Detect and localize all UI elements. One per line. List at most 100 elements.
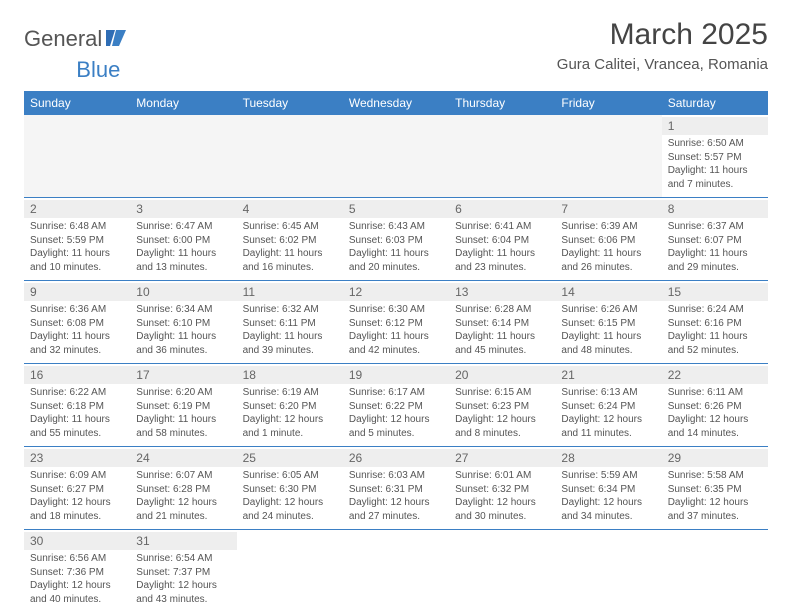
calendar-day-cell: 28 Sunrise: 5:59 AMSunset: 6:34 PMDayligh… [555, 447, 661, 530]
calendar-body: 1 Sunrise: 6:50 AMSunset: 5:57 PMDaylight… [24, 115, 768, 612]
day-info: Sunrise: 6:32 AMSunset: 6:11 PMDaylight:… [243, 303, 337, 357]
day-number: 4 [237, 200, 343, 218]
day-number: 27 [449, 449, 555, 467]
day-number: 9 [24, 283, 130, 301]
calendar-day-cell: 26 Sunrise: 6:03 AMSunset: 6:31 PMDayligh… [343, 447, 449, 530]
day-info: Sunrise: 6:17 AMSunset: 6:22 PMDaylight:… [349, 386, 443, 440]
day-info: Sunrise: 6:34 AMSunset: 6:10 PMDaylight:… [136, 303, 230, 357]
day-info: Sunrise: 6:43 AMSunset: 6:03 PMDaylight:… [349, 220, 443, 274]
calendar-empty-cell [237, 115, 343, 198]
weekday-header: Thursday [449, 91, 555, 115]
day-info: Sunrise: 6:37 AMSunset: 6:07 PMDaylight:… [668, 220, 762, 274]
calendar-day-cell: 16Sunrise: 6:22 AMSunset: 6:18 PMDayligh… [24, 364, 130, 447]
day-number: 8 [662, 200, 768, 218]
day-number: 20 [449, 366, 555, 384]
weekday-header: Tuesday [237, 91, 343, 115]
day-number: 26 [343, 449, 449, 467]
calendar-day-cell: 3 Sunrise: 6:47 AMSunset: 6:00 PMDaylight… [130, 198, 236, 281]
day-info: Sunrise: 6:19 AMSunset: 6:20 PMDaylight:… [243, 386, 337, 440]
day-info: Sunrise: 6:24 AMSunset: 6:16 PMDaylight:… [668, 303, 762, 357]
day-info: Sunrise: 6:20 AMSunset: 6:19 PMDaylight:… [136, 386, 230, 440]
day-number: 5 [343, 200, 449, 218]
title-block: March 2025 Gura Calitei, Vrancea, Romani… [557, 18, 768, 73]
calendar-empty-cell [662, 530, 768, 612]
calendar-day-cell: 31Sunrise: 6:54 AMSunset: 7:37 PMDayligh… [130, 530, 236, 612]
calendar-day-cell: 10 Sunrise: 6:34 AMSunset: 6:10 PMDayligh… [130, 281, 236, 364]
day-number: 1 [662, 117, 768, 135]
location: Gura Calitei, Vrancea, Romania [557, 56, 768, 73]
calendar-day-cell: 8 Sunrise: 6:37 AMSunset: 6:07 PMDaylight… [662, 198, 768, 281]
calendar-day-cell: 7Sunrise: 6:39 AMSunset: 6:06 PMDaylight… [555, 198, 661, 281]
day-info: Sunrise: 6:56 AMSunset: 7:36 PMDaylight:… [30, 552, 124, 606]
weekday-header: Friday [555, 91, 661, 115]
day-number: 21 [555, 366, 661, 384]
brand-part2: Blue [76, 57, 120, 83]
day-number: 15 [662, 283, 768, 301]
day-number: 22 [662, 366, 768, 384]
calendar-empty-cell [343, 115, 449, 198]
day-number: 7 [555, 200, 661, 218]
day-number: 17 [130, 366, 236, 384]
calendar-day-cell: 22Sunrise: 6:11 AMSunset: 6:26 PMDayligh… [662, 364, 768, 447]
calendar-empty-cell [449, 115, 555, 198]
calendar-day-cell: 4Sunrise: 6:45 AMSunset: 6:02 PMDaylight… [237, 198, 343, 281]
day-info: Sunrise: 6:47 AMSunset: 6:00 PMDaylight:… [136, 220, 230, 274]
calendar-day-cell: 29 Sunrise: 5:58 AMSunset: 6:35 PMDayligh… [662, 447, 768, 530]
day-info: Sunrise: 6:09 AMSunset: 6:27 PMDaylight:… [30, 469, 124, 523]
day-number: 13 [449, 283, 555, 301]
calendar-week-row: 16Sunrise: 6:22 AMSunset: 6:18 PMDayligh… [24, 364, 768, 447]
calendar-week-row: 1 Sunrise: 6:50 AMSunset: 5:57 PMDaylight… [24, 115, 768, 198]
calendar-day-cell: 30 Sunrise: 6:56 AMSunset: 7:36 PMDayligh… [24, 530, 130, 612]
day-info: Sunrise: 6:07 AMSunset: 6:28 PMDaylight:… [136, 469, 230, 523]
day-number: 30 [24, 532, 130, 550]
calendar-day-cell: 18Sunrise: 6:19 AMSunset: 6:20 PMDayligh… [237, 364, 343, 447]
day-info: Sunrise: 6:01 AMSunset: 6:32 PMDaylight:… [455, 469, 549, 523]
calendar-day-cell: 9Sunrise: 6:36 AMSunset: 6:08 PMDaylight… [24, 281, 130, 364]
day-info: Sunrise: 6:48 AMSunset: 5:59 PMDaylight:… [30, 220, 124, 274]
day-number: 3 [130, 200, 236, 218]
day-number: 19 [343, 366, 449, 384]
calendar-day-cell: 1 Sunrise: 6:50 AMSunset: 5:57 PMDaylight… [662, 115, 768, 198]
day-number: 10 [130, 283, 236, 301]
flag-icon [106, 28, 128, 49]
day-number: 31 [130, 532, 236, 550]
calendar-day-cell: 13 Sunrise: 6:28 AMSunset: 6:14 PMDayligh… [449, 281, 555, 364]
day-info: Sunrise: 5:58 AMSunset: 6:35 PMDaylight:… [668, 469, 762, 523]
day-info: Sunrise: 6:28 AMSunset: 6:14 PMDaylight:… [455, 303, 549, 357]
calendar-empty-cell [237, 530, 343, 612]
calendar-day-cell: 23 Sunrise: 6:09 AMSunset: 6:27 PMDayligh… [24, 447, 130, 530]
brand-logo: General [24, 26, 130, 52]
day-number: 28 [555, 449, 661, 467]
day-number: 14 [555, 283, 661, 301]
calendar-day-cell: 27 Sunrise: 6:01 AMSunset: 6:32 PMDayligh… [449, 447, 555, 530]
weekday-header: Wednesday [343, 91, 449, 115]
calendar-day-cell: 12Sunrise: 6:30 AMSunset: 6:12 PMDayligh… [343, 281, 449, 364]
day-number: 16 [24, 366, 130, 384]
calendar-empty-cell [343, 530, 449, 612]
day-info: Sunrise: 6:50 AMSunset: 5:57 PMDaylight:… [668, 137, 762, 191]
day-info: Sunrise: 6:30 AMSunset: 6:12 PMDaylight:… [349, 303, 443, 357]
day-info: Sunrise: 6:13 AMSunset: 6:24 PMDaylight:… [561, 386, 655, 440]
calendar-day-cell: 14Sunrise: 6:26 AMSunset: 6:15 PMDayligh… [555, 281, 661, 364]
calendar-week-row: 9Sunrise: 6:36 AMSunset: 6:08 PMDaylight… [24, 281, 768, 364]
day-number: 23 [24, 449, 130, 467]
calendar-day-cell: 19 Sunrise: 6:17 AMSunset: 6:22 PMDayligh… [343, 364, 449, 447]
calendar-empty-cell [449, 530, 555, 612]
calendar-day-cell: 11 Sunrise: 6:32 AMSunset: 6:11 PMDayligh… [237, 281, 343, 364]
weekday-header: Saturday [662, 91, 768, 115]
day-number: 24 [130, 449, 236, 467]
calendar-empty-cell [555, 530, 661, 612]
day-info: Sunrise: 5:59 AMSunset: 6:34 PMDaylight:… [561, 469, 655, 523]
day-info: Sunrise: 6:03 AMSunset: 6:31 PMDaylight:… [349, 469, 443, 523]
calendar-week-row: 23 Sunrise: 6:09 AMSunset: 6:27 PMDayligh… [24, 447, 768, 530]
calendar-day-cell: 5 Sunrise: 6:43 AMSunset: 6:03 PMDaylight… [343, 198, 449, 281]
brand-part1: General [24, 26, 102, 52]
day-number: 11 [237, 283, 343, 301]
day-number: 29 [662, 449, 768, 467]
day-number: 6 [449, 200, 555, 218]
weekday-header: Monday [130, 91, 236, 115]
calendar-day-cell: 17 Sunrise: 6:20 AMSunset: 6:19 PMDayligh… [130, 364, 236, 447]
calendar-day-cell: 15 Sunrise: 6:24 AMSunset: 6:16 PMDayligh… [662, 281, 768, 364]
calendar-day-cell: 6Sunrise: 6:41 AMSunset: 6:04 PMDaylight… [449, 198, 555, 281]
weekday-header: Sunday [24, 91, 130, 115]
